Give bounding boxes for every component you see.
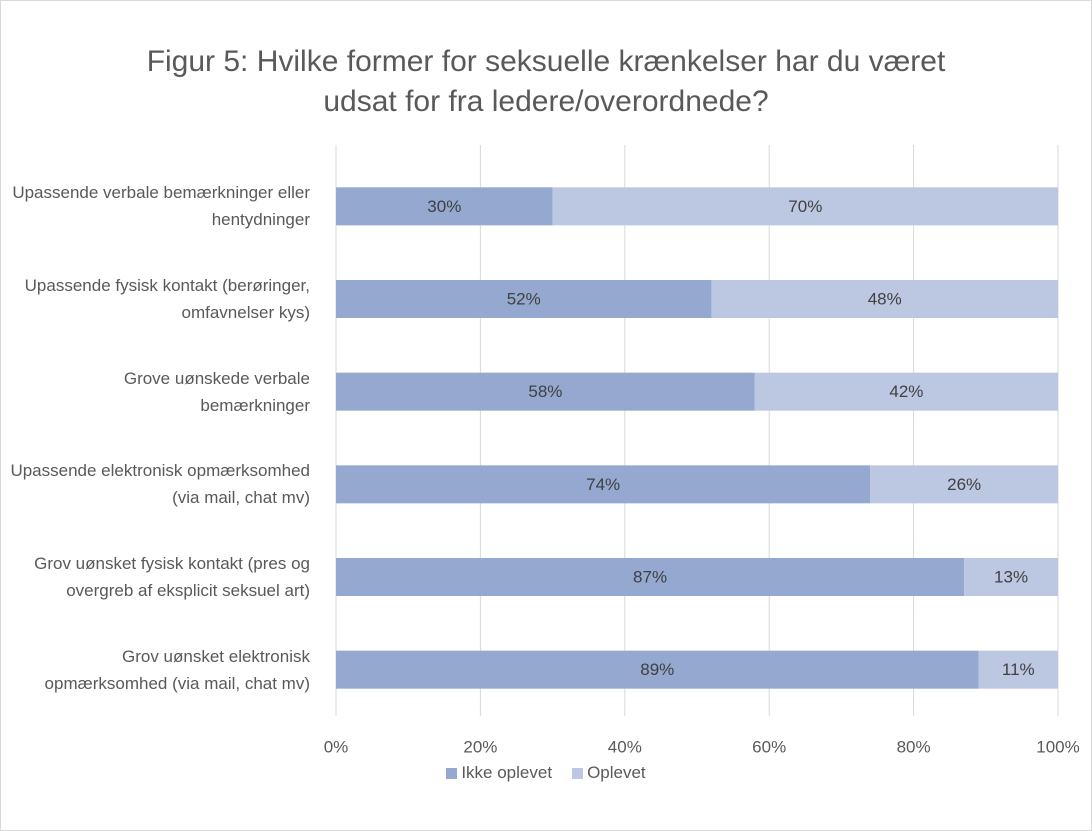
category-label: Grov uønsket elektronisk opmærksomhed (v…	[44, 646, 310, 693]
bar-segment	[336, 372, 755, 411]
x-tick-label: 0%	[324, 737, 349, 756]
legend-item: Ikke oplevet	[446, 763, 552, 783]
bar-segment	[978, 650, 1058, 689]
x-tick-label: 40%	[608, 737, 642, 756]
bar-segment	[870, 465, 1058, 504]
x-tick-label: 100%	[1036, 737, 1079, 756]
data-label: 48%	[868, 289, 902, 308]
x-tick-label: 20%	[463, 737, 497, 756]
bar-segment	[336, 280, 712, 318]
legend-swatch	[446, 767, 458, 779]
chart-title: Figur 5: Hvilke former for seksuelle kræ…	[146, 45, 946, 118]
category-label: Grove uønskede verbale bemærkninger	[123, 368, 310, 415]
data-label: 74%	[586, 475, 620, 494]
data-label: 89%	[640, 660, 674, 679]
data-label: 30%	[427, 197, 461, 216]
bar-segment	[336, 650, 979, 689]
data-label: 13%	[994, 567, 1028, 586]
data-label: 70%	[788, 197, 822, 216]
data-label: 42%	[889, 382, 923, 401]
legend-label: Ikke oplevet	[461, 763, 553, 782]
bar-segment	[754, 372, 1058, 411]
data-label: 26%	[947, 475, 981, 494]
legend: Ikke oplevet Oplevet	[0, 763, 1092, 783]
bar-segment	[552, 187, 1058, 226]
category-label: Upassende fysisk kontakt (berøringer, om…	[24, 276, 310, 322]
category-label: Grov uønsket fysisk kontakt (pres og ove…	[34, 554, 310, 600]
x-tick-label: 60%	[752, 737, 786, 756]
data-label: 58%	[528, 382, 562, 401]
bar-segment	[336, 187, 553, 226]
bar-segment	[336, 558, 965, 596]
legend-item: Oplevet	[572, 763, 646, 783]
bar-segment	[336, 465, 871, 504]
category-label: Upassende elektronisk opmærksomhed (via …	[10, 461, 310, 508]
legend-swatch	[572, 767, 584, 779]
bar-segment	[964, 558, 1058, 596]
bar-segment	[711, 280, 1058, 318]
category-label: Upassende verbale bemærkninger eller hen…	[12, 183, 310, 230]
legend-label: Oplevet	[587, 763, 646, 782]
x-tick-label: 80%	[897, 737, 931, 756]
data-label: 11%	[1002, 660, 1035, 679]
data-label: 87%	[633, 567, 667, 586]
data-label: 52%	[507, 289, 541, 308]
